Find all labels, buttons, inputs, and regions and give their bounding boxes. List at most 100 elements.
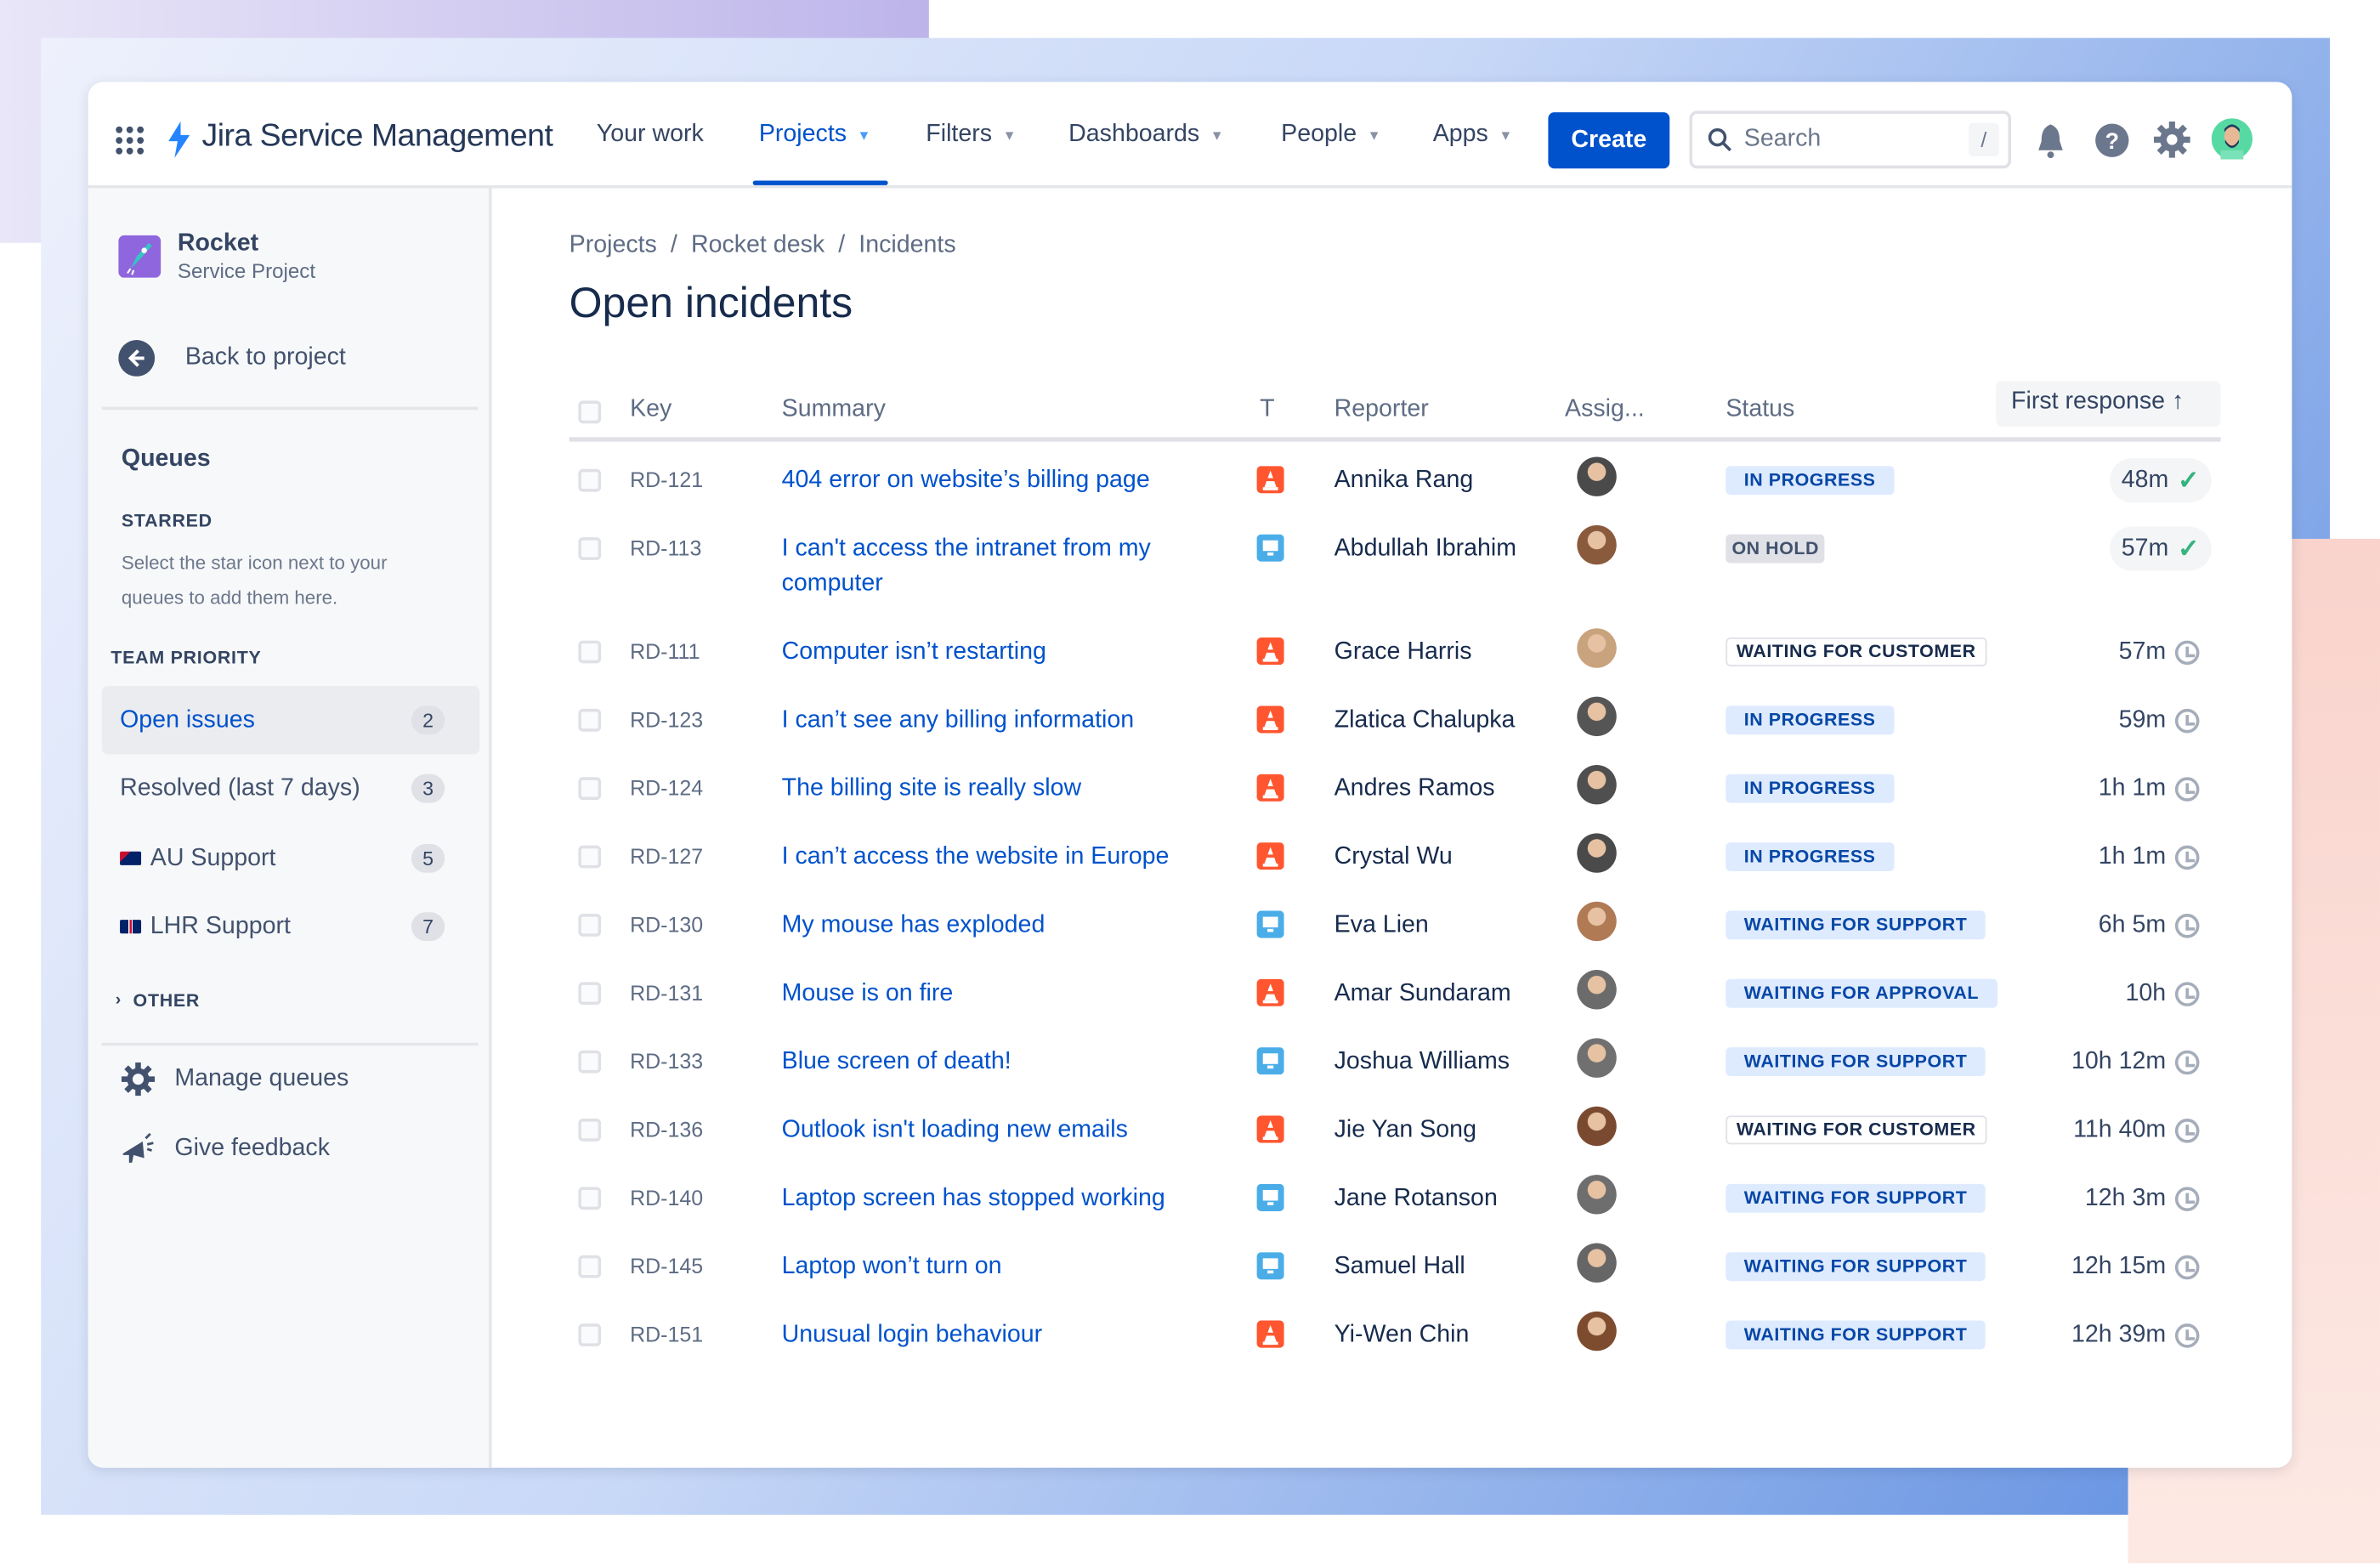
column-summary[interactable]: Summary [781, 396, 886, 422]
breadcrumb-incidents[interactable]: Incidents [858, 232, 956, 258]
issue-summary-link[interactable]: Blue screen of death! [781, 1048, 1012, 1075]
gear-icon[interactable] [2153, 121, 2190, 158]
issue-summary-link[interactable]: I can't access the intranet from my comp… [781, 536, 1151, 597]
issue-summary-link[interactable]: I can’t access the website in Europe [781, 843, 1170, 870]
assignee-avatar[interactable] [1577, 764, 1617, 805]
issue-key[interactable]: RD-124 [630, 775, 704, 801]
issue-key[interactable]: RD-123 [630, 707, 704, 732]
assignee-avatar[interactable] [1577, 970, 1617, 1010]
status-badge[interactable]: ON HOLD [1726, 534, 1826, 564]
table-row[interactable]: RD-131 Mouse is on fire Amar Sundaram WAITI… [570, 960, 2221, 1028]
row-checkbox[interactable] [578, 982, 602, 1006]
table-row[interactable]: RD-123 I can’t see any billing informatio… [570, 686, 2221, 754]
table-row[interactable]: RD-145 Laptop won’t turn on Samuel Hall WAI… [570, 1232, 2221, 1300]
help-icon[interactable]: ? [2094, 123, 2129, 158]
status-badge[interactable]: WAITING FOR SUPPORT [1726, 910, 1986, 940]
row-checkbox[interactable] [578, 1187, 602, 1210]
status-badge[interactable]: WAITING FOR SUPPORT [1726, 1183, 1986, 1213]
issue-key[interactable]: RD-113 [630, 536, 702, 560]
assignee-avatar[interactable] [1577, 524, 1617, 565]
issue-key[interactable]: RD-127 [630, 843, 704, 869]
breadcrumb-rocket-desk[interactable]: Rocket desk [690, 232, 825, 258]
assignee-avatar[interactable] [1577, 456, 1617, 496]
column-reporter[interactable]: Reporter [1334, 396, 1429, 422]
table-row[interactable]: RD-136 Outlook isn't loading new emails Ji… [570, 1096, 2221, 1164]
queue-lhr-support[interactable]: LHR Support 7 [102, 892, 480, 960]
nav-your-work[interactable]: Your work [597, 122, 704, 149]
assignee-avatar[interactable] [1577, 1311, 1617, 1352]
status-badge[interactable]: WAITING FOR APPROVAL [1726, 978, 1998, 1008]
table-row[interactable]: RD-121 404 error on website’s billing pag… [570, 446, 2221, 514]
issue-key[interactable]: RD-121 [630, 467, 704, 492]
app-switcher-icon[interactable] [116, 126, 144, 155]
issue-key[interactable]: RD-111 [630, 638, 700, 664]
assignee-avatar[interactable] [1577, 901, 1617, 942]
issue-summary-link[interactable]: Unusual login behaviour [781, 1322, 1043, 1348]
user-avatar[interactable] [2211, 118, 2252, 160]
table-row[interactable]: RD-151 Unusual login behaviour Yi-Wen Chin… [570, 1300, 2221, 1368]
row-checkbox[interactable] [578, 1050, 602, 1074]
assignee-avatar[interactable] [1577, 696, 1617, 737]
select-all-checkbox[interactable] [578, 400, 602, 424]
status-badge[interactable]: WAITING FOR SUPPORT [1726, 1252, 1986, 1282]
give-feedback-link[interactable]: Give feedback [122, 1132, 330, 1165]
row-checkbox[interactable] [578, 913, 602, 937]
row-checkbox[interactable] [578, 1255, 602, 1278]
issue-summary-link[interactable]: Outlook isn't loading new emails [781, 1117, 1128, 1143]
issue-summary-link[interactable]: My mouse has exploded [781, 912, 1046, 938]
issue-summary-link[interactable]: I can’t see any billing information [781, 707, 1135, 734]
assignee-avatar[interactable] [1577, 1175, 1617, 1215]
column-assignee[interactable]: Assig... [1565, 396, 1645, 422]
issue-key[interactable]: RD-130 [630, 912, 704, 937]
issue-key[interactable]: RD-131 [630, 980, 704, 1006]
issue-key[interactable]: RD-151 [630, 1322, 704, 1346]
assignee-avatar[interactable] [1577, 1106, 1617, 1147]
status-badge[interactable]: IN PROGRESS [1726, 774, 1894, 803]
assignee-avatar[interactable] [1577, 1038, 1617, 1078]
assignee-avatar[interactable] [1577, 1243, 1617, 1283]
row-checkbox[interactable] [578, 1119, 602, 1142]
issue-key[interactable]: RD-136 [630, 1117, 704, 1142]
nav-people[interactable]: People ▼ [1281, 122, 1380, 149]
row-checkbox[interactable] [578, 777, 602, 801]
issue-key[interactable]: RD-133 [630, 1048, 704, 1074]
issue-summary-link[interactable]: Laptop won’t turn on [781, 1253, 1002, 1280]
issue-summary-link[interactable]: Computer isn’t restarting [781, 638, 1046, 666]
back-to-project-link[interactable]: Back to project [118, 339, 346, 377]
status-badge[interactable]: IN PROGRESS [1726, 842, 1894, 871]
table-row[interactable]: RD-127 I can’t access the website in Euro… [570, 823, 2221, 891]
table-row[interactable]: RD-124 The billing site is really slow And… [570, 754, 2221, 822]
queue-au-support[interactable]: AU Support 5 [102, 824, 480, 892]
issue-summary-link[interactable]: Laptop screen has stopped working [781, 1185, 1165, 1211]
queue-open-issues[interactable]: Open issues 2 [101, 686, 480, 755]
assignee-avatar[interactable] [1577, 833, 1617, 873]
nav-filters[interactable]: Filters ▼ [926, 122, 1016, 149]
issue-summary-link[interactable]: 404 error on website’s billing page [781, 467, 1150, 494]
status-badge[interactable]: WAITING FOR CUSTOMER [1726, 637, 1987, 666]
search-input[interactable]: Search / [1689, 110, 2012, 169]
assignee-avatar[interactable] [1577, 628, 1617, 668]
row-checkbox[interactable] [578, 537, 602, 560]
issue-summary-link[interactable]: Mouse is on fire [781, 980, 954, 1006]
row-checkbox[interactable] [578, 708, 602, 732]
row-checkbox[interactable] [578, 1323, 602, 1346]
bell-icon[interactable] [2036, 123, 2066, 160]
table-row[interactable]: RD-140 Laptop screen has stopped working J… [570, 1164, 2221, 1232]
nav-apps[interactable]: Apps ▼ [1433, 122, 1513, 149]
queue-resolved[interactable]: Resolved (last 7 days) 3 [102, 754, 480, 822]
manage-queues-link[interactable]: Manage queues [121, 1062, 348, 1096]
row-checkbox[interactable] [578, 468, 602, 492]
nav-projects[interactable]: Projects ▼ [759, 122, 871, 149]
status-badge[interactable]: WAITING FOR CUSTOMER [1726, 1115, 1987, 1145]
table-row[interactable]: RD-130 My mouse has exploded Eva Lien WAITI… [570, 891, 2221, 959]
table-row[interactable]: RD-111 Computer isn’t restarting Grace Har… [570, 618, 2221, 686]
issue-summary-link[interactable]: The billing site is really slow [781, 775, 1082, 802]
breadcrumb-projects[interactable]: Projects [569, 232, 657, 258]
status-badge[interactable]: WAITING FOR SUPPORT [1726, 1047, 1986, 1077]
status-badge[interactable]: WAITING FOR SUPPORT [1726, 1320, 1986, 1350]
column-type[interactable]: T [1260, 396, 1275, 422]
column-key[interactable]: Key [630, 396, 672, 422]
column-status[interactable]: Status [1726, 396, 1795, 422]
table-row[interactable]: RD-113 I can't access the intranet from m… [570, 514, 2221, 617]
create-button[interactable]: Create [1548, 112, 1670, 169]
